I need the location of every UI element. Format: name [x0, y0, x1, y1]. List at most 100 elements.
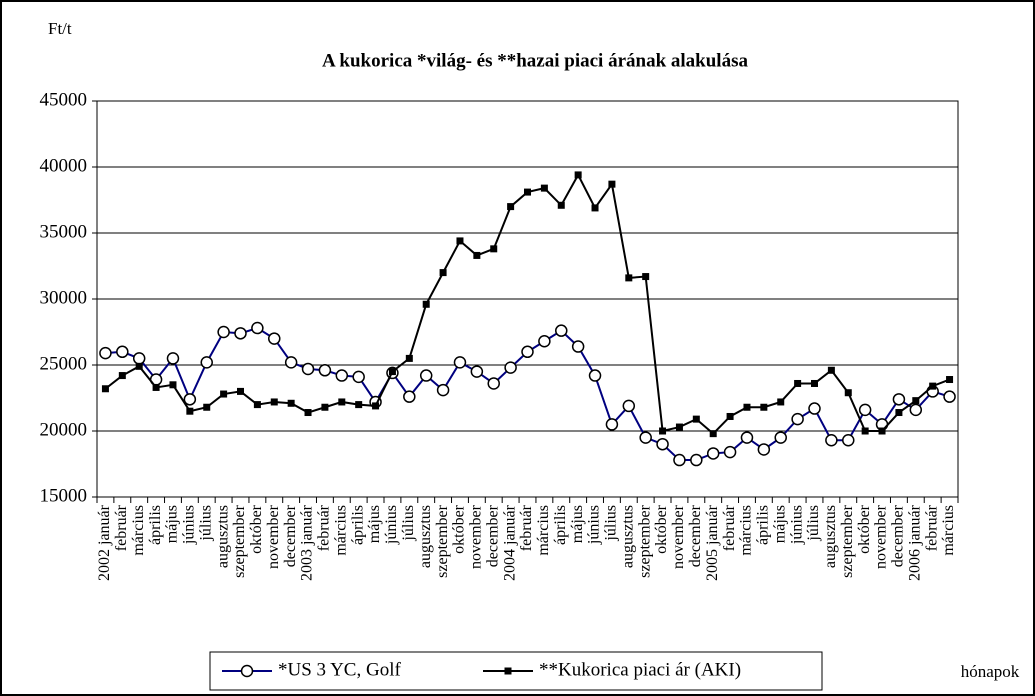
x-tick-label: február [518, 504, 535, 551]
marker [723, 445, 737, 459]
marker [403, 390, 416, 403]
marker [405, 354, 413, 362]
x-tick-label: július [197, 505, 214, 542]
marker [524, 188, 531, 196]
marker [132, 352, 146, 365]
marker [237, 387, 244, 395]
marker [946, 376, 954, 384]
marker [827, 366, 835, 374]
marker [183, 393, 197, 406]
legend-label: **Kukorica piaci ár (AKI) [539, 659, 741, 680]
marker [842, 433, 855, 447]
marker [659, 427, 667, 435]
marker [740, 431, 754, 444]
marker [456, 237, 464, 245]
marker [642, 273, 650, 281]
x-tick-label: április [147, 505, 164, 545]
marker [574, 171, 582, 179]
marker [673, 453, 686, 467]
x-tick-label: július [603, 505, 620, 542]
x-tick-label: október [248, 504, 265, 554]
x-tick-label: augusztus [214, 505, 231, 568]
marker [234, 327, 247, 340]
y-axis-label: Ft/t [48, 19, 72, 38]
x-tick-label: február [113, 504, 130, 551]
marker [521, 345, 534, 359]
marker [166, 352, 180, 365]
marker [625, 274, 633, 282]
x-tick-label: május [164, 505, 181, 543]
marker [943, 390, 956, 403]
marker [791, 412, 804, 426]
marker [388, 368, 396, 376]
marker [372, 402, 380, 410]
marker [639, 431, 652, 444]
x-tick-label: 2006 január [906, 504, 923, 581]
marker [811, 379, 818, 387]
x-tick-label: december [484, 504, 501, 567]
marker [355, 401, 363, 409]
x-tick-label: március [130, 505, 147, 556]
y-tick-label: 15000 [40, 485, 88, 506]
marker [287, 399, 295, 407]
marker [203, 403, 211, 411]
x-tick-label: március [940, 505, 957, 556]
x-tick-label: november [873, 504, 890, 569]
x-tick-label: szeptember [636, 504, 653, 578]
marker [861, 427, 869, 435]
x-tick-label: november [670, 504, 687, 569]
marker [895, 409, 903, 417]
marker [487, 377, 500, 390]
marker [588, 369, 602, 382]
x-tick-label: március [738, 505, 755, 556]
x-tick-label: március [535, 505, 552, 556]
marker [490, 245, 498, 253]
marker [571, 340, 585, 353]
x-tick-label: augusztus [822, 505, 839, 568]
marker [473, 251, 481, 259]
marker [253, 401, 261, 409]
x-tick-label: 2003 január [299, 504, 316, 581]
y-tick-label: 20000 [40, 419, 88, 440]
x-tick-label: június [586, 505, 603, 545]
y-tick-label: 40000 [40, 155, 88, 176]
x-tick-label: november [468, 504, 485, 569]
marker [777, 398, 785, 406]
marker [422, 300, 430, 308]
legend-marker [504, 667, 512, 675]
marker [439, 269, 447, 277]
marker [743, 403, 751, 411]
marker [152, 383, 160, 391]
marker [304, 409, 312, 417]
marker [690, 453, 703, 467]
x-tick-label: július [400, 505, 417, 542]
marker [507, 203, 515, 211]
marker [284, 356, 298, 369]
x-tick-label: február [923, 504, 940, 551]
marker [318, 364, 332, 377]
x-tick-label: szeptember [231, 504, 248, 578]
marker [436, 383, 450, 397]
marker [220, 390, 228, 398]
marker [555, 324, 568, 337]
y-tick-label: 45000 [40, 89, 88, 110]
marker [321, 403, 329, 411]
marker [605, 418, 619, 431]
marker [217, 325, 230, 339]
x-tick-label: augusztus [417, 505, 434, 568]
marker [656, 437, 669, 451]
marker [186, 407, 194, 415]
x-tick-label: május [366, 505, 383, 543]
marker [268, 332, 281, 345]
marker [470, 365, 484, 378]
marker [557, 201, 565, 209]
marker [101, 385, 109, 393]
marker [116, 345, 129, 359]
marker [99, 346, 112, 360]
marker [825, 433, 838, 447]
x-tick-label: 2002 január [96, 504, 113, 581]
marker [892, 393, 906, 406]
x-tick-label: július [805, 505, 822, 542]
marker [760, 403, 768, 411]
